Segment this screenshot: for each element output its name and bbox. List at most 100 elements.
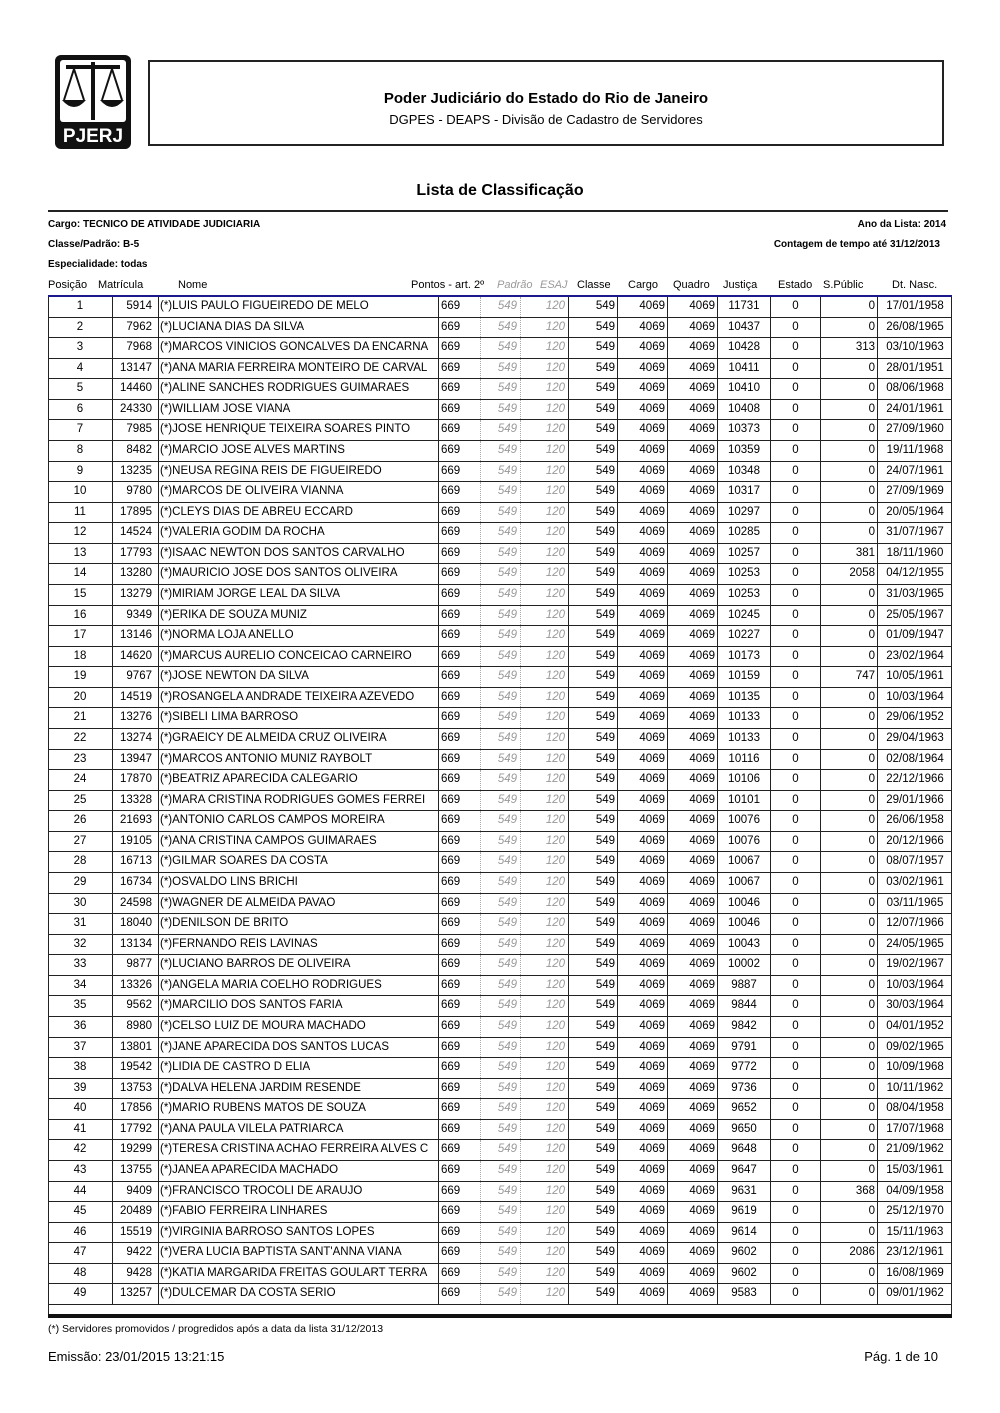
table-row: 34 13326 (*)ANGELA MARIA COELHO RODRIGUES 6…: [48, 975, 952, 997]
cell-classe: 549: [568, 605, 617, 626]
cell-estado: 0: [770, 708, 820, 728]
page-title: Lista de Classificação: [416, 182, 584, 199]
cell-classe: 549: [568, 975, 617, 996]
cell-nome: (*)DALVA HELENA JARDIM RESENDE: [158, 1078, 438, 1099]
cell-quadro: 4069: [667, 1284, 717, 1304]
cell-matricula: 24598: [112, 893, 158, 914]
cell-spublic: 0: [820, 914, 877, 934]
cell-posicao: 21: [73, 711, 87, 724]
col-esaj: ESAJ: [540, 279, 568, 291]
cell-posicao: 49: [73, 1287, 87, 1300]
cell-nome: (*)TERESA CRISTINA ACHAO FERREIRA ALVES …: [158, 1140, 438, 1160]
cell-spublic: 0: [820, 790, 877, 811]
cell-matricula: 8482: [112, 440, 158, 461]
cell-cargo: 4069: [617, 811, 667, 831]
cell-dtnasc: 17/07/1968: [877, 1119, 952, 1140]
cell-cargo: 4069: [617, 1119, 667, 1140]
cell-matricula: 17870: [112, 770, 158, 790]
cell-estado: 0: [770, 297, 820, 317]
cell-quadro: 4069: [667, 358, 717, 379]
cell-spublic: 0: [820, 420, 877, 440]
table-row: 16 9349 (*)ERIKA DE SOUZA MUNIZ 669 549 120 54…: [48, 605, 952, 627]
cell-pontos: 669: [438, 831, 480, 852]
table-row: 3 7968 (*)MARCOS VINICIOS GONCALVES DA ENC…: [48, 338, 952, 359]
cell-pontos: 669: [438, 297, 480, 317]
cell-matricula: 19542: [112, 1058, 158, 1078]
cell-quadro: 4069: [667, 502, 717, 523]
cell-matricula: 13755: [112, 1160, 158, 1181]
cell-matricula: 9562: [112, 996, 158, 1016]
cell-justica: 10133: [717, 728, 770, 749]
cell-matricula: 14519: [112, 687, 158, 708]
cell-cargo: 4069: [617, 975, 667, 996]
col-justica: Justiça: [723, 279, 758, 291]
col-matricula: Matrícula: [98, 279, 144, 291]
cell-pontos: 669: [438, 872, 480, 893]
cell-estado: 0: [770, 728, 820, 749]
cell-spublic: 0: [820, 358, 877, 379]
cell-dtnasc: 21/09/1962: [877, 1140, 952, 1160]
cell-posicao: 29: [73, 875, 87, 888]
cell-cargo: 4069: [617, 872, 667, 893]
cell-nome: (*)KATIA MARGARIDA FREITAS GOULART TERRA: [158, 1263, 438, 1284]
cell-estado: 0: [770, 482, 820, 502]
cell-dtnasc: 16/08/1969: [877, 1263, 952, 1284]
cell-spublic: 381: [820, 543, 877, 564]
cell-pontos: 669: [438, 914, 480, 934]
cell-quadro: 4069: [667, 1263, 717, 1284]
cell-cargo: 4069: [617, 1078, 667, 1099]
cell-justica: 10253: [717, 584, 770, 605]
table-row: 20 14519 (*)ROSANGELA ANDRADE TEIXEIRA AZE…: [48, 687, 952, 709]
cell-cargo: 4069: [617, 605, 667, 626]
cell-matricula: 8980: [112, 1016, 158, 1037]
cell-estado: 0: [770, 955, 820, 975]
cell-justica: 10067: [717, 852, 770, 872]
cell-nome: (*)ISAAC NEWTON DOS SANTOS CARVALHO: [158, 543, 438, 564]
cell-padrao: 549: [480, 523, 520, 543]
cell-esaj: 120: [520, 955, 568, 975]
cell-esaj: 120: [520, 831, 568, 852]
cell-dtnasc: 26/08/1965: [877, 317, 952, 338]
cell-spublic: 0: [820, 934, 877, 955]
cell-classe: 549: [568, 1099, 617, 1119]
cell-esaj: 120: [520, 1016, 568, 1037]
cell-matricula: 13146: [112, 626, 158, 646]
cell-nome: (*)NORMA LOJA ANELLO: [158, 626, 438, 646]
cell-classe: 549: [568, 626, 617, 646]
cell-posicao: 20: [73, 690, 87, 703]
cell-cargo: 4069: [617, 1243, 667, 1263]
cell-estado: 0: [770, 831, 820, 852]
cell-pontos: 669: [438, 975, 480, 996]
cell-pontos: 669: [438, 749, 480, 770]
cell-matricula: 9422: [112, 1243, 158, 1263]
cell-quadro: 4069: [667, 482, 717, 502]
cell-esaj: 120: [520, 1078, 568, 1099]
cell-spublic: 2086: [820, 1243, 877, 1263]
table-row: 23 13947 (*)MARCOS ANTONIO MUNIZ RAYBOLT 66…: [48, 749, 952, 771]
cell-padrao: 549: [480, 728, 520, 749]
cell-posicao: 17: [73, 629, 87, 642]
cell-dtnasc: 24/05/1965: [877, 934, 952, 955]
cell-spublic: 0: [820, 1284, 877, 1304]
cell-padrao: 549: [480, 872, 520, 893]
cell-estado: 0: [770, 790, 820, 811]
cell-posicao: 8: [76, 443, 84, 456]
table-row: 6 24330 (*)WILLIAM JOSE VIANA 669 549 120 549 4…: [48, 399, 952, 421]
cell-posicao: 42: [73, 1143, 87, 1156]
cell-pontos: 669: [438, 996, 480, 1016]
cell-posicao: 34: [73, 978, 87, 991]
cell-padrao: 549: [480, 1160, 520, 1181]
cell-quadro: 4069: [667, 1078, 717, 1099]
cell-estado: 0: [770, 646, 820, 667]
cell-padrao: 549: [480, 399, 520, 420]
cell-estado: 0: [770, 461, 820, 482]
table-row: 2 7962 (*)LUCIANA DIAS DA SILVA 669 549 120 54…: [48, 317, 952, 339]
cell-estado: 0: [770, 1284, 820, 1304]
cell-classe: 549: [568, 461, 617, 482]
cell-nome: (*)ANA MARIA FERREIRA MONTEIRO DE CARVAL: [158, 358, 438, 379]
cell-padrao: 549: [480, 914, 520, 934]
cell-estado: 0: [770, 1160, 820, 1181]
cell-matricula: 9428: [112, 1263, 158, 1284]
cell-posicao: 40: [73, 1102, 87, 1115]
cell-pontos: 669: [438, 543, 480, 564]
